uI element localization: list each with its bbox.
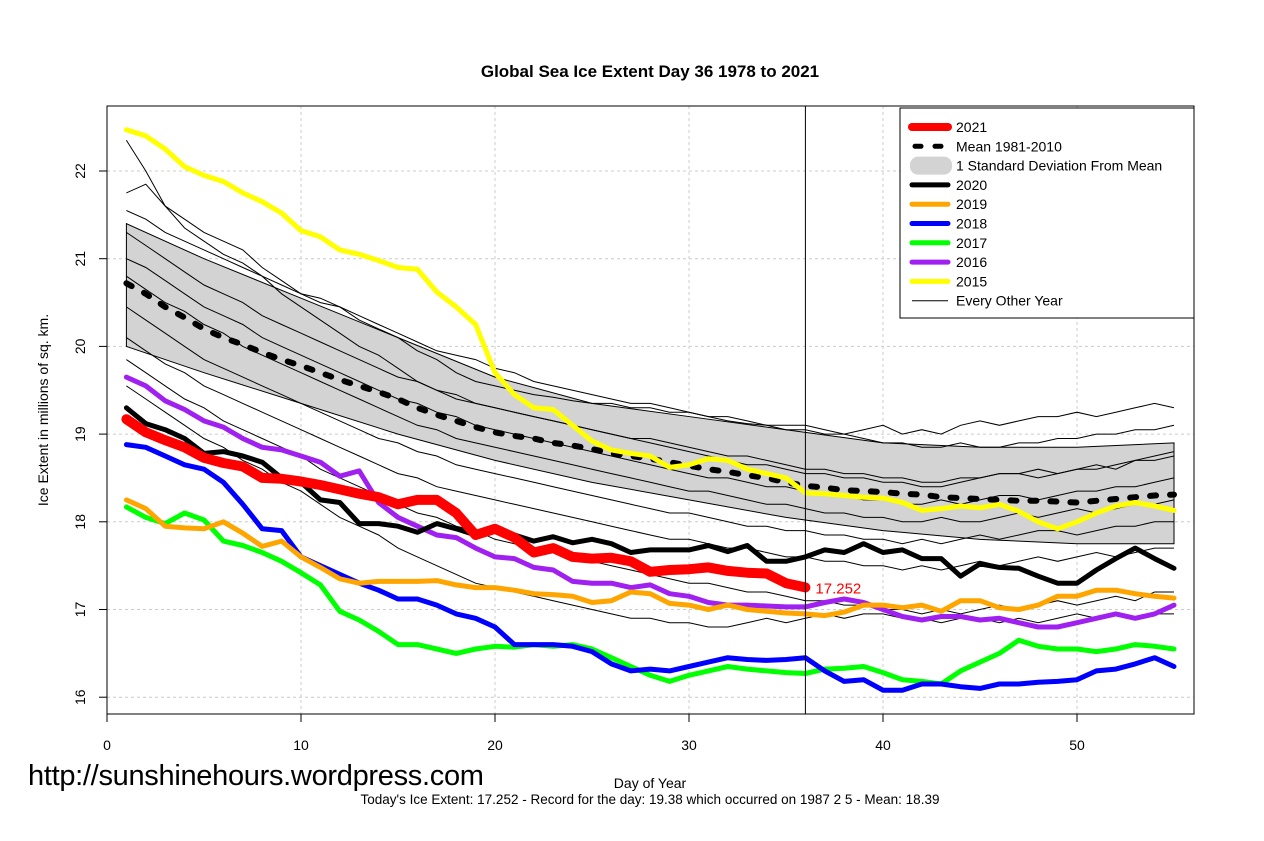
other-year-line [126, 275, 1175, 523]
other-year-line [126, 210, 1175, 448]
x-tick-label: 20 [487, 737, 503, 753]
series-line-2016 [123, 374, 1177, 630]
legend-label: 2019 [956, 196, 987, 212]
x-tick-label: 0 [103, 737, 111, 753]
x-axis-label: Day of Year [614, 775, 687, 791]
legend-label: 2017 [956, 235, 987, 251]
x-tick-label: 50 [1069, 737, 1085, 753]
x-tick-label: 40 [875, 737, 891, 753]
watermark-url: http://sunshinehours.wordpress.com [28, 760, 484, 792]
legend-label: 2021 [956, 119, 987, 135]
other-year-line [126, 306, 1174, 545]
y-tick-label: 22 [72, 163, 88, 179]
footer-stats: Today's Ice Extent: 17.252 - Record for … [360, 792, 940, 807]
legend-swatch-band [910, 156, 952, 175]
current-day-marker: 17.252 [804, 106, 861, 714]
legend-label: 2016 [956, 254, 987, 270]
x-tick-label: 30 [681, 737, 697, 753]
series-line-2015 [123, 127, 1177, 532]
series-line-2019 [123, 497, 1177, 619]
legend-label: 2020 [956, 177, 987, 193]
x-tick-label: 10 [293, 737, 309, 753]
chart-title: Global Sea Ice Extent Day 36 1978 to 202… [481, 62, 819, 81]
other-year-line [126, 258, 1175, 505]
y-tick-label: 20 [72, 338, 88, 354]
y-tick-label: 19 [72, 426, 88, 442]
series-group [121, 127, 1177, 693]
other-year-line [126, 231, 1175, 483]
mean-line [123, 280, 1177, 506]
sd-band [125, 222, 1175, 545]
current-value-label: 17.252 [815, 580, 861, 597]
plot-frame [106, 105, 1195, 715]
other-year-line [126, 385, 1174, 628]
legend-label: 1 Standard Deviation From Mean [956, 158, 1162, 174]
series-line-2021 [121, 414, 811, 593]
y-axis-label: Ice Extent in millions of sq. km. [35, 314, 51, 506]
series-line-2017 [123, 504, 1177, 687]
sd-band-area [125, 222, 1175, 545]
legend-label: Mean 1981-2010 [956, 138, 1062, 154]
mean-dotted-line [123, 280, 1177, 506]
legend-label: 2018 [956, 216, 987, 232]
y-tick-label: 18 [72, 514, 88, 530]
legend-label: 2015 [956, 273, 987, 289]
legend: 2021 Mean 1981-2010 1 Standard Deviation F… [899, 107, 1195, 319]
y-tick-label: 17 [72, 602, 88, 618]
y-tick-label: 16 [72, 689, 88, 705]
legend-label: Every Other Year [956, 293, 1063, 309]
y-tick-label: 21 [72, 251, 88, 267]
